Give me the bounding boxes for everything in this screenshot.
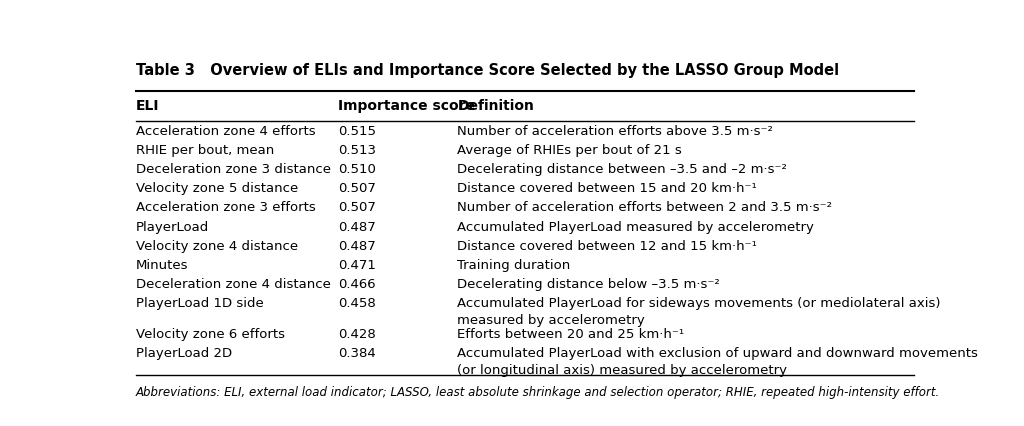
Text: 0.515: 0.515	[338, 125, 376, 138]
Text: 0.487: 0.487	[338, 239, 376, 252]
Text: PlayerLoad: PlayerLoad	[136, 220, 209, 233]
Text: PlayerLoad 1D side: PlayerLoad 1D side	[136, 296, 264, 309]
Text: RHIE per bout, mean: RHIE per bout, mean	[136, 144, 274, 157]
Text: 0.487: 0.487	[338, 220, 376, 233]
Text: Number of acceleration efforts above 3.5 m·s⁻²: Number of acceleration efforts above 3.5…	[458, 125, 773, 138]
Text: Decelerating distance between –3.5 and –2 m·s⁻²: Decelerating distance between –3.5 and –…	[458, 163, 787, 176]
Text: Average of RHIEs per bout of 21 s: Average of RHIEs per bout of 21 s	[458, 144, 682, 157]
Text: Velocity zone 4 distance: Velocity zone 4 distance	[136, 239, 298, 252]
Text: Definition: Definition	[458, 99, 535, 112]
Text: 0.510: 0.510	[338, 163, 376, 176]
Text: 0.428: 0.428	[338, 328, 376, 341]
Text: Accumulated PlayerLoad with exclusion of upward and downward movements
(or longi: Accumulated PlayerLoad with exclusion of…	[458, 347, 978, 377]
Text: Training duration: Training duration	[458, 258, 570, 271]
Text: Accumulated PlayerLoad measured by accelerometry: Accumulated PlayerLoad measured by accel…	[458, 220, 814, 233]
Text: Number of acceleration efforts between 2 and 3.5 m·s⁻²: Number of acceleration efforts between 2…	[458, 201, 833, 214]
Text: 0.384: 0.384	[338, 347, 376, 360]
Text: 0.507: 0.507	[338, 201, 376, 214]
Text: 0.507: 0.507	[338, 182, 376, 195]
Text: Efforts between 20 and 25 km·h⁻¹: Efforts between 20 and 25 km·h⁻¹	[458, 328, 684, 341]
Text: Distance covered between 12 and 15 km·h⁻¹: Distance covered between 12 and 15 km·h⁻…	[458, 239, 757, 252]
Text: Deceleration zone 4 distance: Deceleration zone 4 distance	[136, 277, 331, 290]
Text: Abbreviations: ELI, external load indicator; LASSO, least absolute shrinkage and: Abbreviations: ELI, external load indica…	[136, 385, 940, 398]
Text: Minutes: Minutes	[136, 258, 188, 271]
Text: Importance score: Importance score	[338, 99, 475, 112]
Text: Acceleration zone 3 efforts: Acceleration zone 3 efforts	[136, 201, 315, 214]
Text: PlayerLoad 2D: PlayerLoad 2D	[136, 347, 232, 360]
Text: 0.466: 0.466	[338, 277, 376, 290]
Text: ELI: ELI	[136, 99, 160, 112]
Text: Velocity zone 6 efforts: Velocity zone 6 efforts	[136, 328, 285, 341]
Text: Acceleration zone 4 efforts: Acceleration zone 4 efforts	[136, 125, 315, 138]
Text: Decelerating distance below –3.5 m·s⁻²: Decelerating distance below –3.5 m·s⁻²	[458, 277, 720, 290]
Text: Accumulated PlayerLoad for sideways movements (or mediolateral axis)
measured by: Accumulated PlayerLoad for sideways move…	[458, 296, 941, 326]
Text: Velocity zone 5 distance: Velocity zone 5 distance	[136, 182, 298, 195]
Text: 0.458: 0.458	[338, 296, 376, 309]
Text: Deceleration zone 3 distance: Deceleration zone 3 distance	[136, 163, 331, 176]
Text: 0.513: 0.513	[338, 144, 376, 157]
Text: Table 3   Overview of ELIs and Importance Score Selected by the LASSO Group Mode: Table 3 Overview of ELIs and Importance …	[136, 63, 839, 78]
Text: Distance covered between 15 and 20 km·h⁻¹: Distance covered between 15 and 20 km·h⁻…	[458, 182, 757, 195]
Text: 0.471: 0.471	[338, 258, 376, 271]
